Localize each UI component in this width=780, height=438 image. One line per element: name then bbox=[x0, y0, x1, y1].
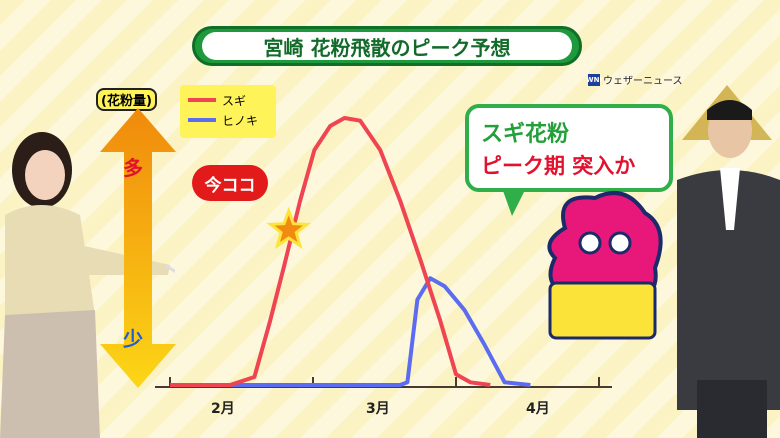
broadcaster-logo: WNI ウェザーニュース bbox=[585, 72, 683, 87]
chart-title: 宮崎 花粉飛散のピーク予想 bbox=[263, 35, 511, 60]
star-marker-icon bbox=[266, 206, 311, 249]
x-tick-label: 2月 bbox=[211, 401, 235, 417]
presenter-left bbox=[0, 132, 175, 438]
callout-line2: ピーク期 突入か bbox=[481, 154, 636, 178]
amount-arrow bbox=[100, 108, 176, 388]
legend-item-hinoki: ヒノキ bbox=[188, 110, 268, 130]
pollen-mascot bbox=[547, 191, 663, 340]
legend-item-suge: スギ bbox=[188, 90, 268, 110]
logo-text: ウェザーニュース bbox=[603, 76, 683, 87]
callout-line1: スギ花粉 bbox=[481, 122, 570, 147]
title-banner: 宮崎 花粉飛散のピーク予想 bbox=[192, 26, 582, 66]
legend: スギ ヒノキ bbox=[180, 85, 276, 138]
logo-mark: WNI bbox=[585, 73, 603, 86]
legend-label: スギ bbox=[222, 93, 247, 108]
headline-callout: スギ花粉 ピーク期 突入か bbox=[465, 104, 673, 192]
x-tick-label: 3月 bbox=[366, 401, 390, 417]
legend-swatch bbox=[188, 98, 216, 102]
callout-tail bbox=[502, 188, 526, 216]
y-axis-label: (花粉量) bbox=[96, 88, 157, 111]
presenter-right bbox=[677, 85, 780, 438]
y-top-label: 多 bbox=[123, 156, 143, 180]
legend-swatch bbox=[188, 118, 216, 122]
y-bottom-label: 少 bbox=[123, 327, 143, 351]
legend-label: ヒノキ bbox=[222, 113, 259, 128]
series-line-ヒノキ bbox=[170, 276, 531, 387]
series-line-スギ bbox=[170, 116, 491, 387]
now-annotation: 今ココ bbox=[192, 165, 268, 201]
x-tick-label: 4月 bbox=[526, 401, 550, 417]
